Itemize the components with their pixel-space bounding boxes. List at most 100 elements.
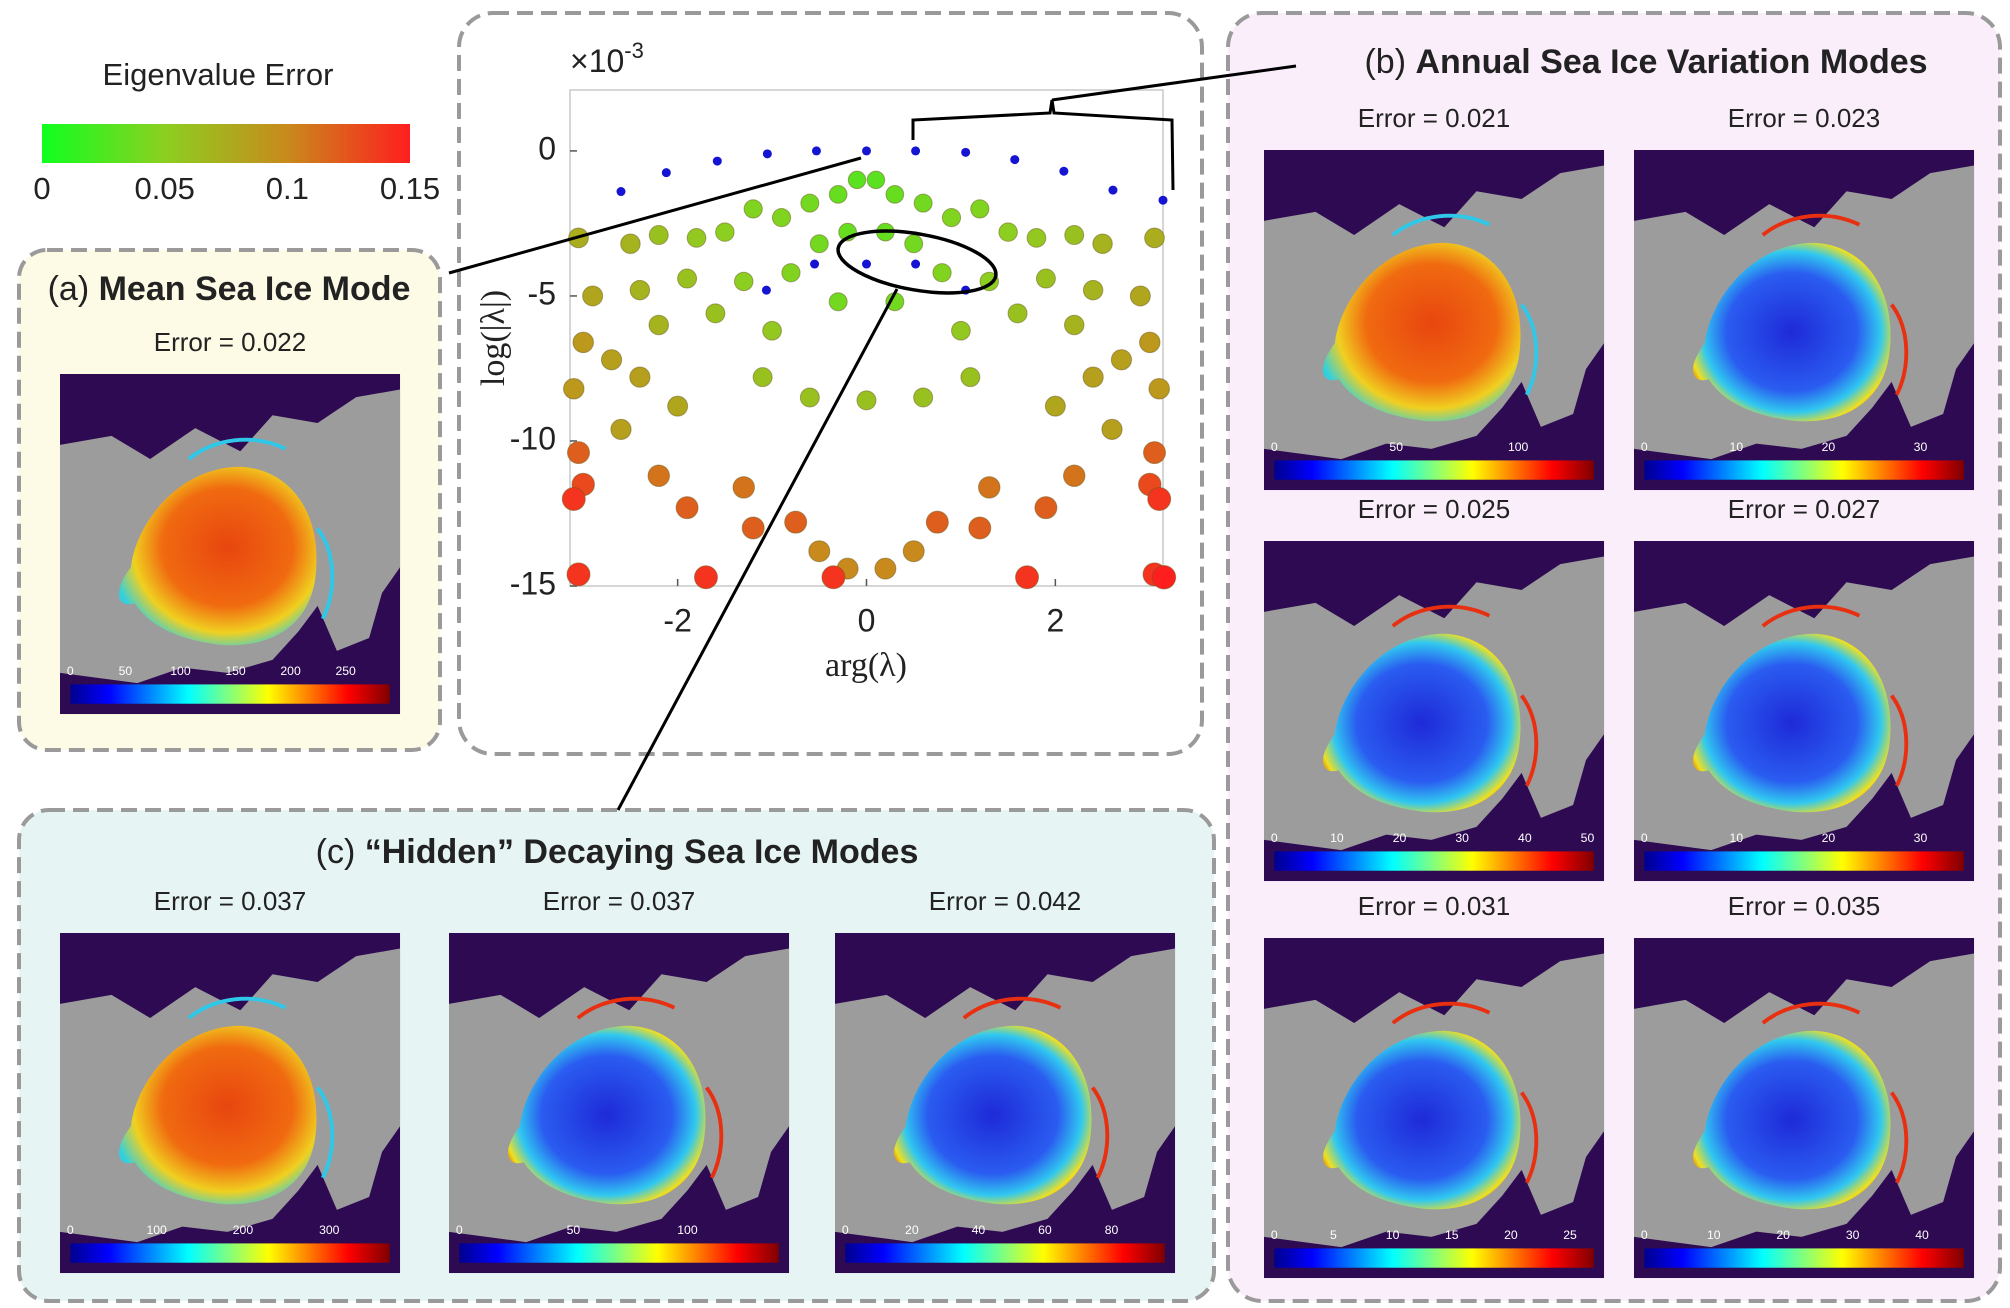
error-label: Error = 0.027 [1728,494,1880,524]
eigenvalue-point [801,194,819,212]
exact-eigenvalue [862,146,871,155]
map-tick-label: 50 [1389,440,1403,454]
map-tick-label: 100 [677,1223,698,1237]
map-colorbar [459,1243,778,1262]
eigenvalue-point [733,477,755,499]
eigenvalue-point [1027,229,1046,248]
eigenvalue-point [716,223,735,242]
map: 0102030 [1634,541,1974,881]
map-tick-label: 0 [1641,1228,1648,1242]
map: 010203040 [1634,938,1974,1278]
exact-eigenvalue [762,286,771,295]
exact-eigenvalue [713,157,722,166]
map-tick-label: 20 [1776,1228,1790,1242]
map-colorbar [70,684,389,703]
map-tick-label: 0 [1271,1228,1278,1242]
error-label: Error = 0.025 [1358,494,1510,524]
map-tick-label: 0 [1271,831,1278,845]
y-tick-label: -5 [528,275,556,311]
x-tick-label: 0 [858,602,876,638]
map-tick-label: 20 [1504,1228,1518,1242]
map-tick-label: 200 [280,664,301,678]
map: 0100200300 [60,933,400,1273]
exact-eigenvalue [1010,155,1019,164]
panel-a-title: (a) Mean Sea Ice Mode [48,270,411,308]
map-tick-label: 60 [1038,1223,1052,1237]
error-label: Error = 0.035 [1728,891,1880,921]
eigenvalue-point [809,541,830,562]
eigenvalue-point [601,350,621,370]
eigenvalue-point [1064,315,1084,335]
eigenvalue-point [1148,487,1171,510]
eigenvalue-point [742,517,764,539]
map-tick-label: 80 [1105,1223,1119,1237]
map-tick-label: 0 [67,664,74,678]
error-label: Error = 0.042 [929,886,1081,916]
map-colorbar [1274,851,1593,870]
map-tick-label: 15 [1445,1228,1459,1242]
eigenvalue-point [668,396,688,416]
map-tick-label: 10 [1707,1228,1721,1242]
legend-title: Eigenvalue Error [103,57,334,92]
eigenvalue-point [979,477,1001,499]
map-tick-label: 25 [1563,1228,1577,1242]
eigenvalue-point [857,391,876,410]
eigenvalue-point [800,388,819,407]
y-tick-label: -10 [510,420,556,456]
map-tick-label: 0 [1641,831,1648,845]
eigenvalue-point [1152,566,1176,590]
eigenvalue-point [649,315,669,335]
map-tick-label: 150 [225,664,246,678]
eigenvalue-point [567,442,589,464]
map-tick-label: 100 [170,664,191,678]
y-tick-label: 0 [538,130,556,166]
x-tick-label: -2 [663,602,691,638]
eigenvalue-point [564,379,585,400]
map-tick-label: 200 [233,1223,254,1237]
eigenvalue-point [903,541,924,562]
map-colorbar [1644,1248,1963,1267]
map-tick-label: 100 [1508,440,1529,454]
map: 050100 [449,933,789,1273]
panel-label: (c) [316,833,356,871]
map-tick-label: 10 [1730,831,1744,845]
eigenvalue-point [1083,367,1103,387]
map-tick-label: 30 [1914,831,1928,845]
error-label: Error = 0.021 [1358,103,1510,133]
map-tick-label: 20 [1822,440,1836,454]
map-tick-label: 0 [842,1223,849,1237]
map-tick-label: 50 [567,1223,581,1237]
panel-c-title: (c) “Hidden” Decaying Sea Ice Modes [316,833,919,871]
panel-title: “Hidden” Decaying Sea Ice Modes [365,833,919,871]
eigenvalue-point [829,293,847,311]
eigenvalue-point [867,171,885,189]
eigenvalue-point [961,368,980,387]
map-tick-label: 250 [335,664,356,678]
eigenvalue-point [562,487,585,510]
eigenvalue-point [583,286,603,306]
legend-tick-label: 0 [33,171,50,206]
y-scale-exponent: -3 [624,38,644,63]
eigenvalue-point [952,321,971,340]
panel-title: Mean Sea Ice Mode [99,270,411,308]
eigenvalue-point [785,511,807,533]
eigenvalue-point [753,368,772,387]
map-tick-label: 300 [319,1223,340,1237]
exact-eigenvalue [810,260,819,269]
eigenvalue-point [971,200,989,218]
eigenvalue-point [848,171,866,189]
eigenvalue-point [744,200,762,218]
exact-eigenvalue [616,187,625,196]
eigenvalue-point [1145,228,1165,248]
map-tick-label: 30 [1455,831,1469,845]
eigenvalue-point [914,388,933,407]
panel-title: Annual Sea Ice Variation Modes [1415,43,1927,81]
map-tick-label: 30 [1914,440,1928,454]
x-axis-label: arg(λ) [825,647,907,684]
exact-eigenvalue [862,260,871,269]
map-tick-label: 20 [905,1223,919,1237]
eigenvalue-point [875,558,896,579]
eigenvalue-point [1063,465,1085,487]
